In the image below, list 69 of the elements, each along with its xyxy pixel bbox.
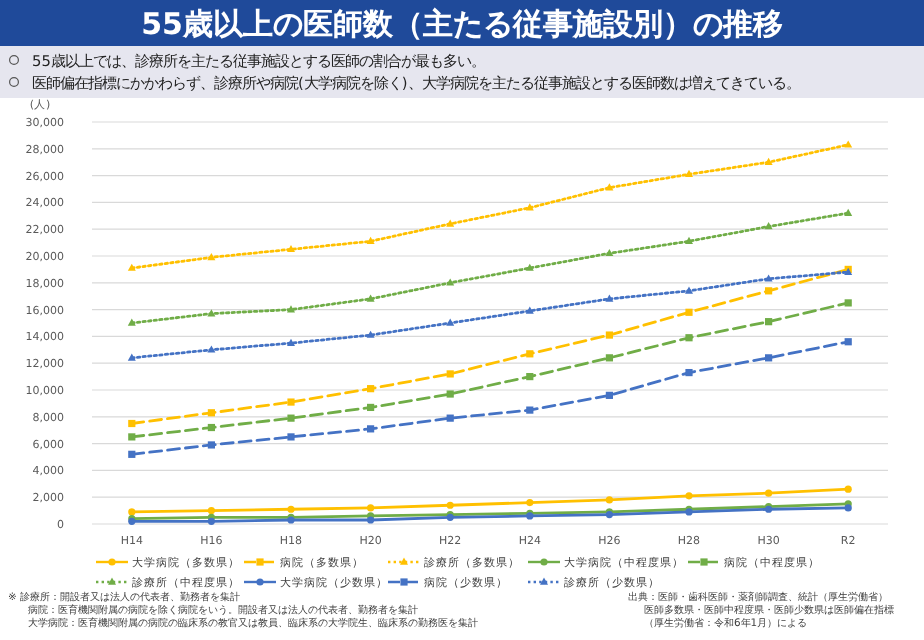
point xyxy=(128,450,136,458)
point xyxy=(605,294,614,302)
point xyxy=(366,294,375,302)
point xyxy=(765,287,773,295)
point xyxy=(367,504,375,512)
point xyxy=(844,338,852,346)
point xyxy=(844,140,853,148)
point xyxy=(605,354,613,362)
point xyxy=(685,286,693,294)
point xyxy=(287,244,295,253)
point xyxy=(765,354,773,362)
point xyxy=(605,183,614,191)
point xyxy=(525,306,534,314)
point xyxy=(207,409,215,417)
point xyxy=(526,373,534,381)
point xyxy=(446,390,454,398)
point xyxy=(127,263,136,271)
point xyxy=(605,331,613,339)
point xyxy=(446,501,454,509)
point xyxy=(685,308,693,316)
point xyxy=(287,433,295,441)
point xyxy=(366,236,375,245)
point xyxy=(287,305,295,313)
point xyxy=(128,419,136,428)
point xyxy=(525,263,534,271)
point xyxy=(605,496,613,504)
point xyxy=(127,318,136,326)
point xyxy=(446,414,454,422)
point xyxy=(685,169,693,178)
point xyxy=(207,252,216,261)
point xyxy=(207,441,215,449)
point xyxy=(526,498,534,507)
point xyxy=(207,345,216,353)
point xyxy=(367,403,375,412)
point xyxy=(605,391,613,399)
point xyxy=(287,398,295,406)
point xyxy=(605,248,614,257)
point xyxy=(446,370,454,378)
point xyxy=(446,318,455,326)
point xyxy=(128,433,136,441)
point xyxy=(685,492,693,500)
point xyxy=(128,508,136,516)
point xyxy=(207,309,216,317)
point xyxy=(207,507,215,515)
point xyxy=(287,338,295,346)
point xyxy=(287,505,295,513)
point xyxy=(446,278,455,286)
point xyxy=(525,203,534,211)
point xyxy=(366,330,375,338)
point xyxy=(367,385,375,393)
point xyxy=(526,406,534,414)
point xyxy=(127,353,136,361)
point xyxy=(685,368,693,377)
point xyxy=(685,236,693,245)
point xyxy=(844,208,853,216)
chart-title: 55歳以上の医師数（主たる従事施設別）の推移 xyxy=(141,6,783,42)
point xyxy=(844,299,852,307)
point xyxy=(765,489,773,497)
point xyxy=(764,157,773,165)
point xyxy=(287,414,295,422)
point xyxy=(844,485,852,493)
point xyxy=(685,334,693,342)
point xyxy=(526,350,534,358)
point xyxy=(367,425,375,433)
point xyxy=(446,219,455,227)
point xyxy=(764,274,773,282)
point xyxy=(764,222,773,230)
point xyxy=(207,423,215,432)
point xyxy=(765,318,773,326)
